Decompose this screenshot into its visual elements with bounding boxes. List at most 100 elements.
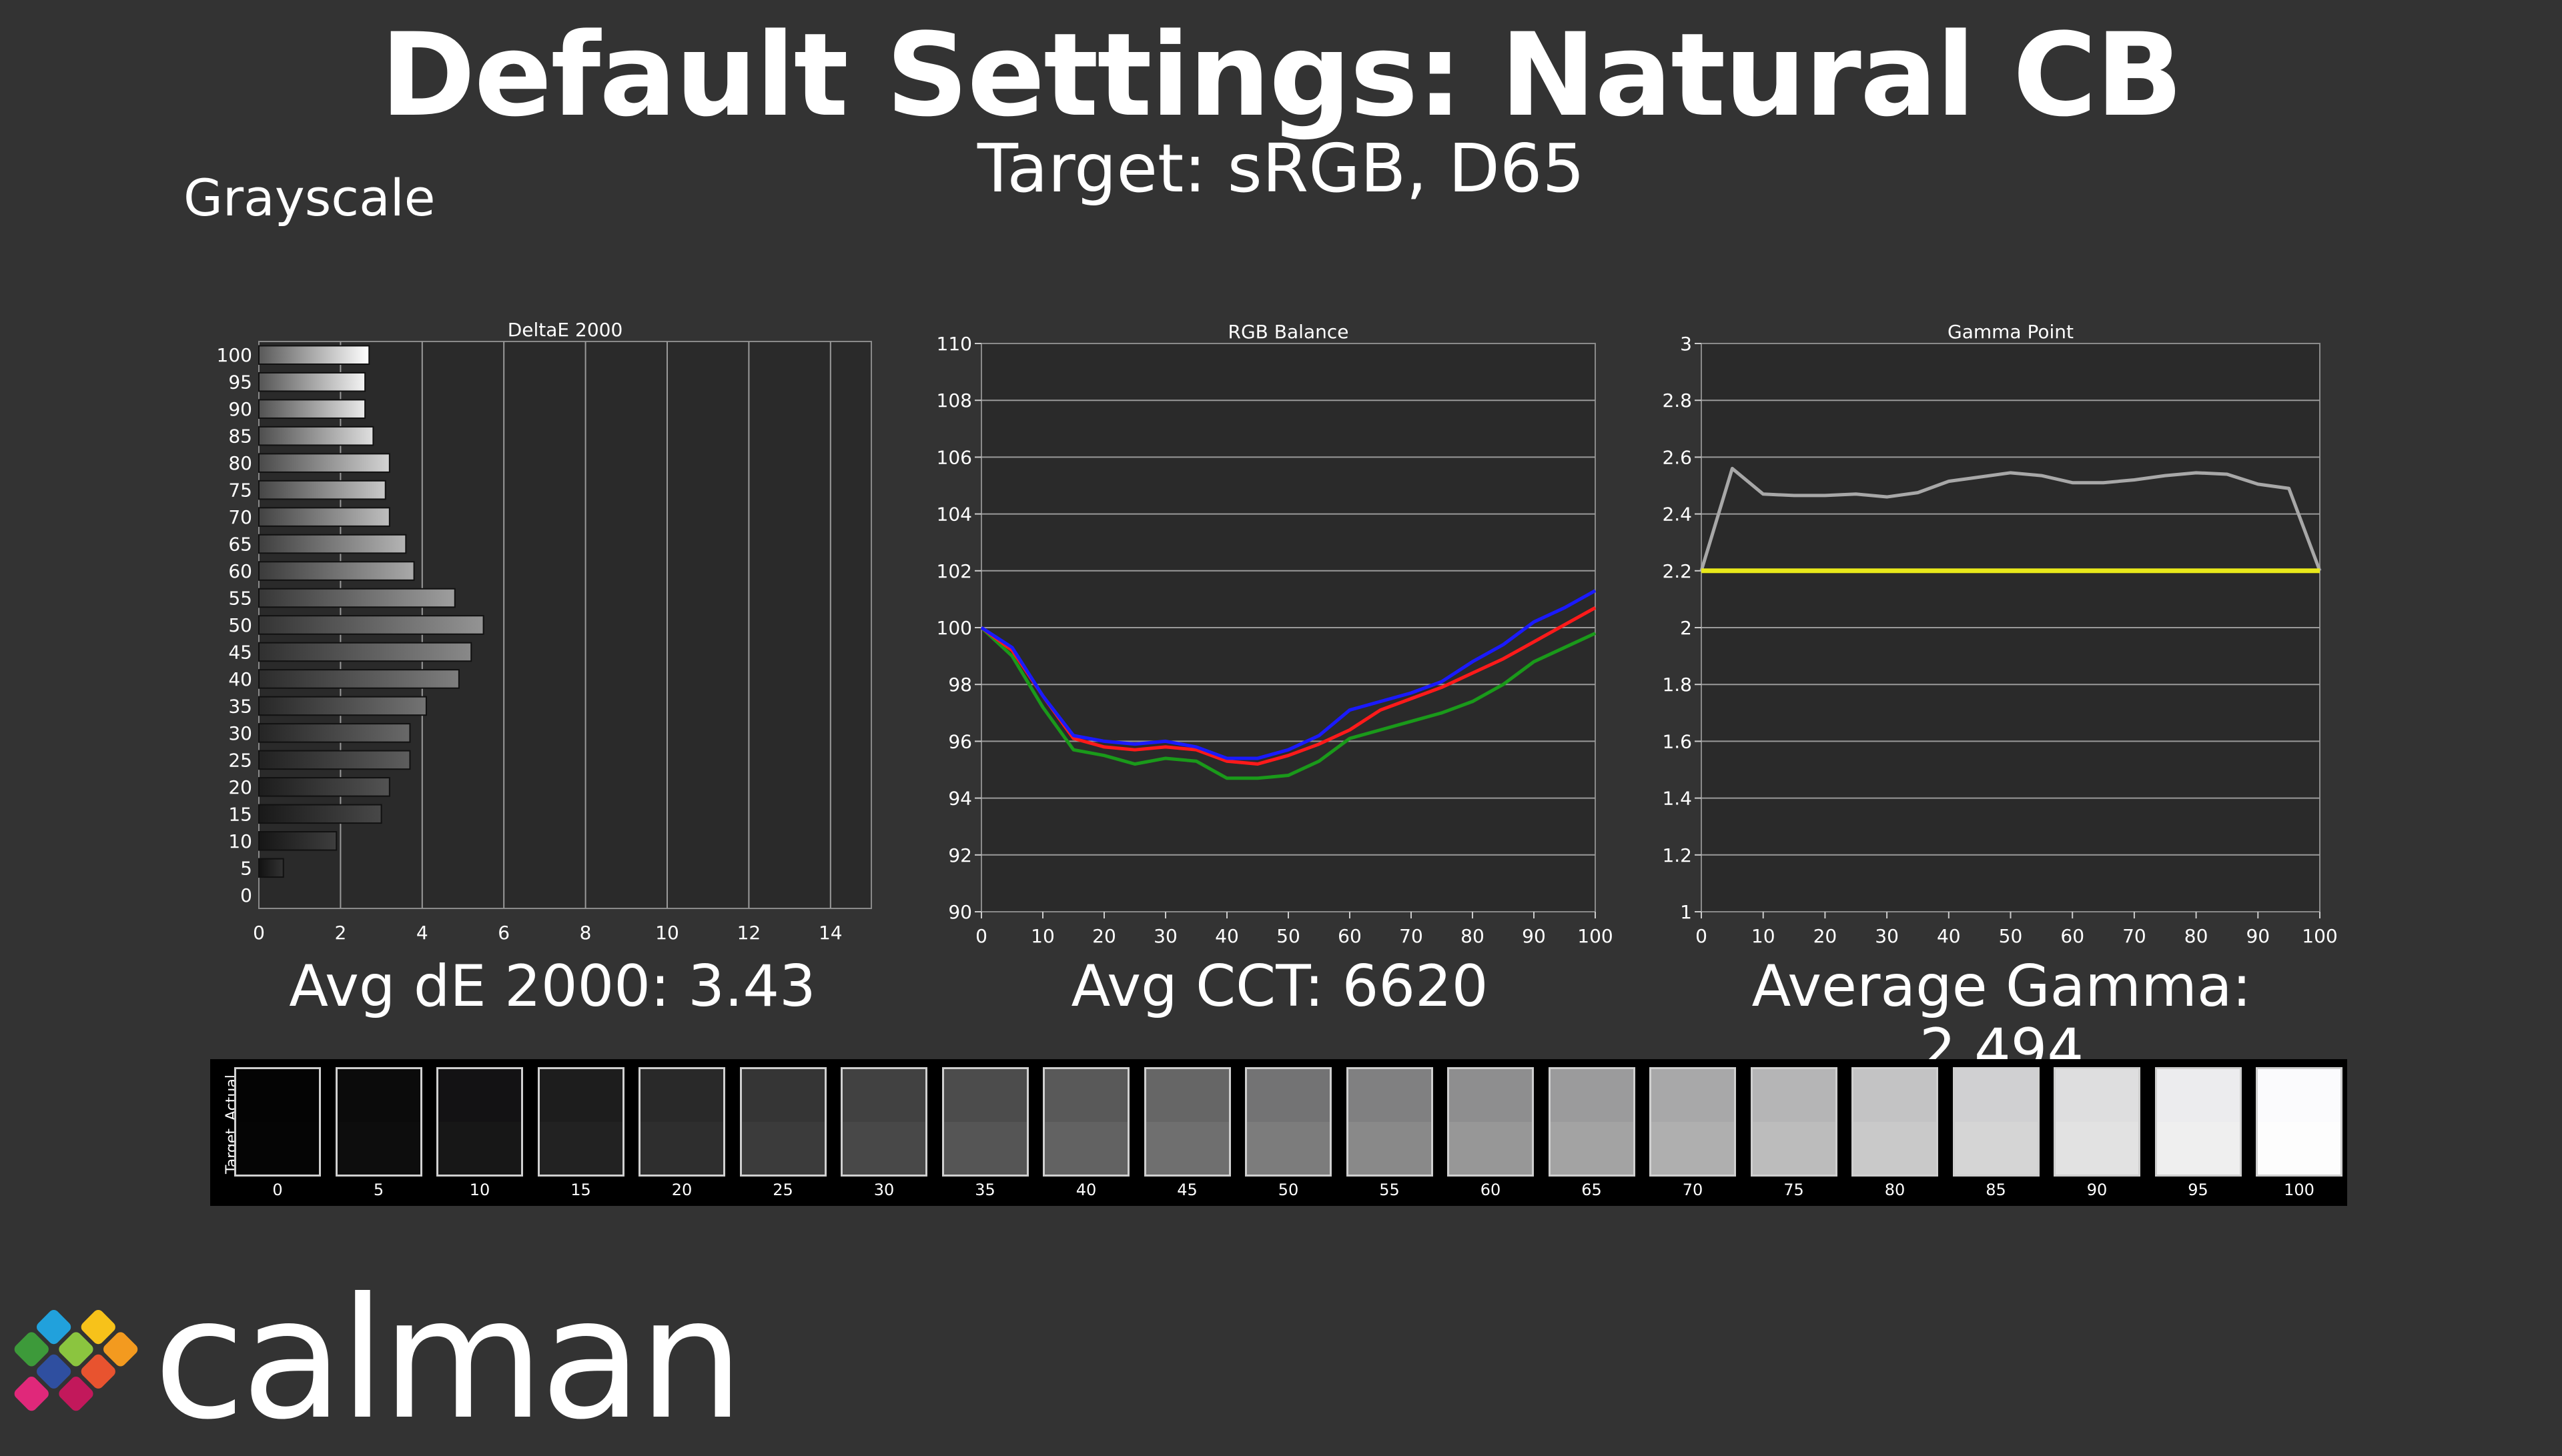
swatch-label: 100 [2284, 1181, 2314, 1199]
swatch-label: 70 [1682, 1181, 1703, 1199]
page-subtitle: Target: sRGB, D65 [977, 129, 1585, 207]
deltae-bar [258, 480, 386, 500]
gamma-data-point [2288, 570, 2290, 572]
gamma-ytick-label: 3 [1680, 333, 1692, 355]
swatch-target [1045, 1122, 1128, 1175]
rgb-balance-ytick-label: 100 [937, 617, 972, 639]
deltae-category-label: 40 [228, 668, 252, 690]
gamma-xtick-label: 80 [2184, 925, 2208, 947]
deltae-bar [258, 831, 338, 851]
swatch-actual [1954, 1069, 2038, 1122]
gamma-ytick-label: 1.2 [1662, 844, 1692, 866]
gamma-ytick-label: 2.2 [1662, 560, 1692, 582]
swatch-actual [1146, 1069, 1229, 1122]
gamma-xtick-label: 50 [1999, 925, 2023, 947]
grayscale-swatch [1548, 1067, 1635, 1177]
gamma-data-point [2010, 472, 2011, 474]
swatch-label: 60 [1480, 1181, 1501, 1199]
grayscale-swatch [2256, 1067, 2342, 1177]
rgb-balance-data-point [1196, 746, 1197, 748]
gamma-data-point [2103, 570, 2104, 572]
deltae-xtick-label: 0 [253, 922, 265, 944]
deltae-category-label: 20 [228, 776, 252, 798]
grayscale-swatch [1750, 1067, 1837, 1177]
deltae-category-label: 5 [240, 857, 252, 879]
swatch-actual [1550, 1069, 1633, 1122]
swatch-actual [2258, 1069, 2340, 1122]
deltae-chart-title: DeltaE 2000 [508, 319, 623, 341]
deltae-bar [258, 426, 374, 446]
swatch-target [539, 1122, 622, 1175]
deltae-category-label: 30 [228, 722, 252, 744]
deltae-bar [258, 399, 366, 419]
rgb-balance-data-point [1410, 698, 1412, 699]
rgb-balance-data-point [1318, 735, 1320, 736]
rgb-balance-xtick-label: 40 [1215, 925, 1239, 947]
gamma-data-point [1948, 570, 1950, 572]
grayscale-swatch [941, 1067, 1029, 1177]
swatch-target [236, 1122, 319, 1175]
gamma-xtick-label: 0 [1695, 925, 1707, 947]
swatch-label: 80 [1884, 1181, 1905, 1199]
rgb-balance-ytick-label: 110 [937, 333, 972, 355]
gamma-data-point [1731, 468, 1733, 469]
deltae-xtick-label: 14 [819, 922, 843, 944]
calman-diamond-logo-icon [14, 1310, 138, 1411]
deltae-category-label: 15 [228, 803, 252, 825]
gamma-xtick-label: 90 [2246, 925, 2270, 947]
rgb-balance-data-point [1503, 684, 1504, 685]
gamma-ytick-label: 1.8 [1662, 674, 1692, 696]
rgb-balance-ytick-label: 108 [937, 390, 972, 412]
swatch-label: 50 [1278, 1181, 1299, 1199]
deltae-bar [258, 696, 427, 716]
swatch-label: 40 [1076, 1181, 1097, 1199]
deltae-category-label: 35 [228, 695, 252, 717]
grayscale-swatch [739, 1067, 827, 1177]
grayscale-swatch [1144, 1067, 1231, 1177]
swatch-label: 55 [1379, 1181, 1400, 1199]
swatch-label: 85 [1986, 1181, 2006, 1199]
rgb-balance-data-point [1503, 644, 1504, 646]
deltae-bar [258, 453, 390, 473]
swatch-label: 30 [873, 1181, 895, 1199]
deltae-xtick-label: 10 [655, 922, 679, 944]
gamma-xtick-label: 30 [1875, 925, 1899, 947]
swatch-actual [438, 1069, 521, 1122]
deltae-xtick-label: 6 [498, 922, 510, 944]
swatch-label: 95 [2188, 1181, 2208, 1199]
deltae-category-label: 25 [228, 749, 252, 771]
swatch-target [1550, 1122, 1633, 1175]
deltae-category-label: 45 [228, 641, 252, 663]
swatch-target [1449, 1122, 1532, 1175]
gamma-data-point [1731, 570, 1733, 572]
swatch-target [1752, 1122, 1835, 1175]
rgb-balance-xtick-label: 50 [1276, 925, 1300, 947]
swatch-label: 0 [272, 1181, 283, 1199]
rgb-balance-xtick-label: 90 [1522, 925, 1546, 947]
rgb-balance-xtick-label: 0 [975, 925, 987, 947]
deltae-bar [258, 642, 472, 662]
gamma-data-point [2010, 570, 2011, 572]
rgb-balance-ytick-label: 96 [948, 730, 972, 752]
swatch-actual [236, 1069, 319, 1122]
gamma-ytick-label: 2.4 [1662, 504, 1692, 526]
swatch-actual [1449, 1069, 1532, 1122]
rgb-balance-chart-title: RGB Balance [1228, 321, 1349, 343]
rgb-balance-data-point [1288, 775, 1289, 776]
deltae-xtick-label: 4 [416, 922, 428, 944]
deltae-category-label: 80 [228, 452, 252, 474]
rgb-balance-xtick-label: 100 [1577, 925, 1613, 947]
rgb-balance-data-point [1503, 658, 1504, 660]
grayscale-swatch [537, 1067, 624, 1177]
rgb-balance-xtick-label: 60 [1338, 925, 1362, 947]
rgb-balance-data-point [1318, 760, 1320, 762]
swatch-actual [1752, 1069, 1835, 1122]
deltae-bar [258, 723, 411, 743]
gamma-ytick-label: 1.4 [1662, 788, 1692, 810]
deltae-category-label: 55 [228, 588, 252, 610]
grayscale-swatch [1952, 1067, 2040, 1177]
swatch-target [1853, 1122, 1936, 1175]
deltae-category-label: 100 [217, 344, 252, 366]
swatch-target [943, 1122, 1027, 1175]
rgb-balance-xtick-label: 30 [1154, 925, 1178, 947]
